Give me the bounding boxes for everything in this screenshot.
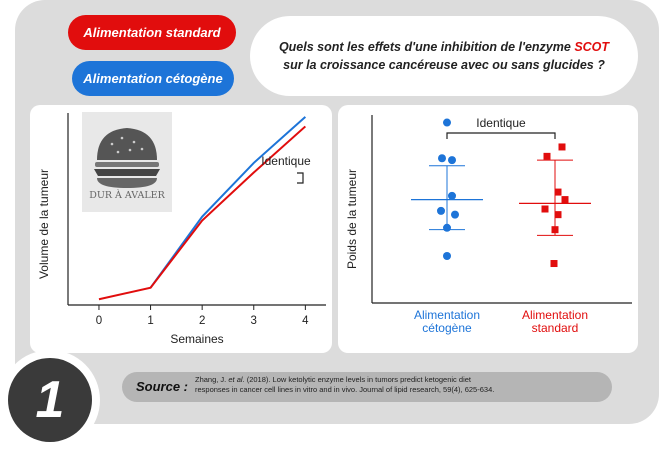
data-point	[443, 118, 451, 127]
annotation-bracket	[446, 132, 556, 139]
question-text-1: Quels sont les effets d'une inhibition d…	[278, 40, 575, 54]
source-line-2: responses in cancer cell lines in vitro …	[195, 385, 495, 394]
annotation-label: Identique	[476, 116, 526, 130]
data-point	[550, 260, 558, 268]
data-point	[443, 223, 451, 232]
category-label: Alimentation	[414, 308, 480, 322]
data-point	[443, 252, 451, 260]
data-point	[561, 196, 569, 204]
logo-text: DUR À AVALER	[89, 190, 165, 201]
question-line-2: sur la croissance cancéreuse avec ou san…	[283, 58, 605, 72]
burger-icon	[94, 128, 160, 188]
data-point	[554, 188, 562, 196]
data-point	[558, 143, 566, 151]
data-point	[551, 226, 559, 234]
line-series	[98, 125, 307, 301]
source-authors: Zhang, J.	[195, 375, 229, 384]
line-chart: 0 1 2 3 4 Semaines Volume de la tumeur Identiqu…	[37, 113, 326, 346]
legend-keto-pill: Alimentation cétogène	[72, 61, 234, 96]
x-tick-label: 2	[199, 315, 205, 327]
y-axis-label: Poids de la tumeur	[345, 169, 359, 269]
data-point	[451, 210, 459, 219]
source-label: Source :	[136, 379, 189, 394]
logo-dur-a-avaler: DUR À AVALER	[82, 112, 172, 212]
question-bubble: Quels sont les effets d'une inhibition d…	[250, 16, 638, 96]
data-point	[437, 206, 445, 215]
question-accent: SCOT	[574, 40, 610, 54]
category-label: cétogène	[422, 321, 472, 335]
scatter-chart: Poids de la tumeurAlimentationcétogèneAl…	[345, 115, 632, 335]
annotation-label: Identique	[261, 154, 311, 168]
number-badge: 1	[8, 358, 92, 442]
x-axis-label: Semaines	[170, 332, 223, 346]
y-axis-label: Volume de la tumeur	[37, 169, 51, 279]
data-point	[448, 191, 456, 200]
question-line-1: Quels sont les effets d'une inhibition d…	[279, 38, 609, 56]
category-label: standard	[532, 321, 579, 335]
category-label: Alimentation	[522, 308, 588, 322]
scatter-chart-panel: Poids de la tumeur Alimentation cétogène Al…	[338, 105, 638, 353]
source-citation: Zhang, J. et al. (2018). Low ketolytic e…	[195, 375, 494, 395]
data-point	[543, 152, 551, 160]
x-tick-label: 0	[96, 315, 102, 327]
data-point	[541, 205, 549, 213]
x-tick-label: 4	[302, 315, 309, 327]
source-etal: et al	[228, 375, 243, 384]
annotation-bracket	[297, 172, 304, 184]
line-chart-panel: 0 1 2 3 4 Semaines Volume de la tumeur Identiqu…	[30, 105, 332, 353]
source-title-1: . (2018). Low ketolytic enzyme levels in…	[242, 375, 471, 384]
data-point	[448, 156, 456, 165]
legend-standard-pill: Alimentation standard	[68, 15, 236, 50]
data-point	[554, 211, 562, 219]
data-point	[438, 154, 446, 163]
source-box: Source : Zhang, J. et al. (2018). Low ke…	[122, 372, 612, 402]
x-tick-label: 3	[251, 315, 257, 327]
line-series	[149, 116, 307, 289]
source-line-1: Zhang, J. et al. (2018). Low ketolytic e…	[195, 375, 494, 385]
x-tick-label: 1	[147, 315, 153, 327]
